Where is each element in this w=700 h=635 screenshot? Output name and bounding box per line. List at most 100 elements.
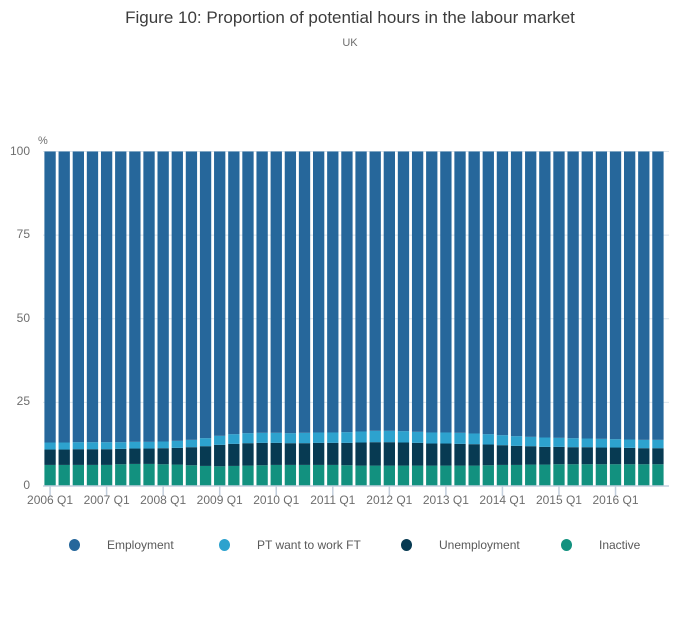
bar-segment-2006-q4-employment[interactable] [86, 151, 99, 443]
bar-segment-2008-q3-inactive[interactable] [185, 465, 198, 486]
bar-segment-2009-q2-employment[interactable] [228, 151, 240, 435]
bar-segment-2014-q2-unemployment[interactable] [510, 445, 523, 465]
bar-segment-2007-q4-employment[interactable] [143, 151, 155, 442]
bar-segment-2014-q3-unemployment[interactable] [525, 446, 537, 465]
bar-segment-2007-q2-employment[interactable] [115, 151, 127, 443]
bar-segment-2009-q3-inactive[interactable] [242, 465, 254, 486]
bar-segment-2016-q3-unemployment[interactable] [638, 448, 650, 465]
bar-segment-2010-q1-employment[interactable] [270, 151, 282, 433]
bar-segment-2008-q1-unemployment[interactable] [157, 448, 169, 465]
bar-segment-2007-q4-unemployment[interactable] [143, 448, 155, 464]
bar-segment-2006-q2-employment[interactable] [58, 151, 70, 443]
bar-segment-2011-q2-inactive[interactable] [341, 465, 353, 486]
bar-segment-2007-q3-employment[interactable] [129, 151, 141, 442]
bar-segment-2015-q3-employment[interactable] [581, 151, 593, 439]
bar-segment-2006-q4-inactive[interactable] [86, 464, 99, 486]
bar-segment-2016-q1-pt-want-to-work-ft[interactable] [609, 439, 622, 448]
bar-segment-2014-q1-inactive[interactable] [496, 464, 509, 486]
bar-segment-2006-q2-unemployment[interactable] [58, 449, 70, 465]
bar-segment-2013-q4-pt-want-to-work-ft[interactable] [482, 434, 494, 445]
bar-segment-2007-q1-employment[interactable] [100, 151, 113, 443]
bar-segment-2013-q1-inactive[interactable] [440, 465, 452, 486]
bar-segment-2012-q2-employment[interactable] [397, 151, 410, 432]
bar-segment-2006-q2-inactive[interactable] [58, 464, 70, 486]
bar-segment-2007-q4-pt-want-to-work-ft[interactable] [143, 441, 155, 449]
bar-segment-2008-q4-inactive[interactable] [199, 465, 212, 486]
bar-segment-2008-q1-pt-want-to-work-ft[interactable] [157, 441, 169, 449]
bar-segment-2010-q4-employment[interactable] [313, 151, 325, 433]
bar-segment-2016-q1-inactive[interactable] [609, 464, 622, 486]
bar-segment-2011-q3-inactive[interactable] [355, 465, 367, 486]
bar-segment-2015-q1-pt-want-to-work-ft[interactable] [553, 437, 565, 447]
bar-segment-2013-q1-employment[interactable] [440, 151, 452, 433]
bar-segment-2009-q4-inactive[interactable] [256, 465, 268, 486]
bar-segment-2015-q3-inactive[interactable] [581, 464, 593, 486]
bar-segment-2009-q4-pt-want-to-work-ft[interactable] [256, 432, 268, 443]
bar-segment-2007-q2-unemployment[interactable] [115, 448, 127, 465]
bar-segment-2007-q3-inactive[interactable] [129, 463, 141, 486]
bar-segment-2007-q1-inactive[interactable] [100, 464, 113, 486]
bar-segment-2014-q4-inactive[interactable] [539, 464, 551, 486]
bar-segment-2013-q2-employment[interactable] [454, 151, 466, 433]
bar-segment-2015-q4-pt-want-to-work-ft[interactable] [595, 438, 608, 448]
bar-segment-2016-q3-employment[interactable] [638, 151, 650, 440]
bar-segment-2011-q4-inactive[interactable] [369, 465, 381, 486]
legend-item-pt-want-to-work-ft[interactable]: PT want to work FT [219, 538, 361, 552]
bar-segment-2016-q4-pt-want-to-work-ft[interactable] [652, 439, 664, 449]
bar-segment-2011-q3-unemployment[interactable] [355, 442, 367, 466]
bar-segment-2014-q4-pt-want-to-work-ft[interactable] [539, 437, 551, 447]
bar-segment-2011-q1-unemployment[interactable] [327, 442, 339, 465]
bar-segment-2014-q3-pt-want-to-work-ft[interactable] [525, 436, 537, 447]
bar-segment-2014-q1-employment[interactable] [496, 151, 509, 436]
bar-segment-2015-q3-pt-want-to-work-ft[interactable] [581, 438, 593, 448]
bar-segment-2006-q1-pt-want-to-work-ft[interactable] [44, 442, 56, 450]
bar-segment-2011-q1-pt-want-to-work-ft[interactable] [327, 432, 339, 443]
bar-segment-2011-q1-employment[interactable] [327, 151, 339, 433]
bar-segment-2013-q3-employment[interactable] [468, 151, 480, 434]
bar-segment-2008-q4-pt-want-to-work-ft[interactable] [199, 438, 212, 447]
bar-segment-2013-q2-pt-want-to-work-ft[interactable] [454, 432, 466, 444]
bar-segment-2016-q2-unemployment[interactable] [624, 447, 636, 465]
bar-segment-2014-q1-unemployment[interactable] [496, 445, 509, 465]
bar-segment-2013-q2-inactive[interactable] [454, 465, 466, 486]
bar-segment-2006-q1-unemployment[interactable] [44, 449, 56, 465]
bar-segment-2007-q1-unemployment[interactable] [100, 449, 113, 465]
bar-segment-2008-q4-unemployment[interactable] [199, 446, 212, 466]
bar-segment-2011-q2-employment[interactable] [341, 151, 353, 433]
bar-segment-2014-q2-inactive[interactable] [510, 464, 523, 486]
legend-item-unemployment[interactable]: Unemployment [401, 538, 520, 552]
bar-segment-2006-q3-inactive[interactable] [72, 464, 84, 486]
bar-segment-2011-q3-pt-want-to-work-ft[interactable] [355, 431, 367, 443]
bar-segment-2007-q1-pt-want-to-work-ft[interactable] [100, 442, 113, 450]
bar-segment-2012-q2-pt-want-to-work-ft[interactable] [397, 431, 410, 443]
bar-segment-2011-q3-employment[interactable] [355, 151, 367, 432]
bar-segment-2008-q1-inactive[interactable] [157, 464, 169, 486]
bar-segment-2010-q3-employment[interactable] [298, 151, 311, 433]
bar-segment-2007-q2-pt-want-to-work-ft[interactable] [115, 442, 127, 449]
bar-segment-2010-q1-inactive[interactable] [270, 464, 282, 486]
bar-segment-2016-q1-unemployment[interactable] [609, 447, 622, 465]
legend-item-employment[interactable]: Employment [69, 538, 174, 552]
bar-segment-2009-q1-employment[interactable] [214, 151, 226, 436]
bar-segment-2007-q4-inactive[interactable] [143, 463, 155, 486]
bar-segment-2013-q4-unemployment[interactable] [482, 444, 494, 466]
legend-item-inactive[interactable]: Inactive [561, 538, 640, 552]
bar-segment-2015-q3-unemployment[interactable] [581, 447, 593, 465]
bar-segment-2015-q4-employment[interactable] [595, 151, 608, 439]
bar-segment-2010-q2-inactive[interactable] [284, 464, 297, 486]
bar-segment-2010-q1-pt-want-to-work-ft[interactable] [270, 432, 282, 443]
bar-segment-2007-q2-inactive[interactable] [115, 464, 127, 486]
bar-segment-2008-q2-employment[interactable] [171, 151, 183, 441]
bar-segment-2015-q1-inactive[interactable] [553, 464, 565, 486]
bar-segment-2006-q3-employment[interactable] [72, 151, 84, 443]
bar-segment-2016-q4-employment[interactable] [652, 151, 664, 440]
bar-segment-2009-q4-employment[interactable] [256, 151, 268, 433]
bar-segment-2012-q3-pt-want-to-work-ft[interactable] [411, 431, 424, 443]
bar-segment-2010-q2-pt-want-to-work-ft[interactable] [284, 433, 297, 444]
bar-segment-2012-q3-unemployment[interactable] [411, 442, 424, 466]
bar-segment-2016-q1-employment[interactable] [609, 151, 622, 440]
bar-segment-2012-q4-pt-want-to-work-ft[interactable] [426, 432, 438, 444]
bar-segment-2014-q2-pt-want-to-work-ft[interactable] [510, 436, 523, 446]
bar-segment-2009-q2-inactive[interactable] [228, 465, 240, 486]
bar-segment-2015-q2-pt-want-to-work-ft[interactable] [567, 438, 579, 448]
